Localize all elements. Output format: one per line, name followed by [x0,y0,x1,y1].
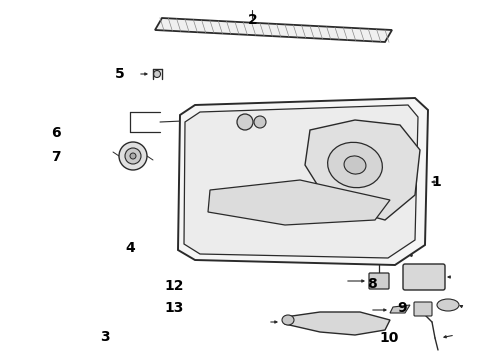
Text: 8: 8 [368,278,377,291]
Circle shape [125,148,141,164]
Text: 5: 5 [115,67,125,81]
Text: 12: 12 [164,279,184,293]
Text: 11: 11 [368,251,387,264]
Circle shape [119,142,147,170]
Text: 1: 1 [431,175,441,189]
Polygon shape [305,120,420,220]
FancyBboxPatch shape [313,230,324,247]
Text: 3: 3 [100,330,110,343]
Ellipse shape [437,299,459,311]
Ellipse shape [282,315,294,325]
FancyBboxPatch shape [368,240,393,260]
Text: 4: 4 [125,242,135,255]
Text: 7: 7 [51,150,61,163]
Circle shape [153,71,161,77]
FancyBboxPatch shape [403,264,445,290]
Circle shape [337,233,347,243]
Circle shape [130,153,136,159]
Ellipse shape [328,142,382,188]
FancyBboxPatch shape [295,224,337,252]
Polygon shape [184,105,418,258]
Text: 10: 10 [380,331,399,345]
FancyBboxPatch shape [301,230,312,247]
Text: 6: 6 [51,126,61,140]
Ellipse shape [344,156,366,174]
Polygon shape [390,305,410,313]
FancyBboxPatch shape [414,302,432,316]
Text: 9: 9 [397,301,407,315]
Circle shape [254,116,266,128]
FancyBboxPatch shape [323,230,334,247]
Circle shape [392,243,406,257]
Text: 2: 2 [247,13,257,27]
Text: 13: 13 [164,301,184,315]
FancyBboxPatch shape [369,273,389,289]
Polygon shape [178,98,428,265]
Polygon shape [285,312,390,335]
Polygon shape [155,18,392,42]
Circle shape [237,114,253,130]
Polygon shape [208,180,390,225]
